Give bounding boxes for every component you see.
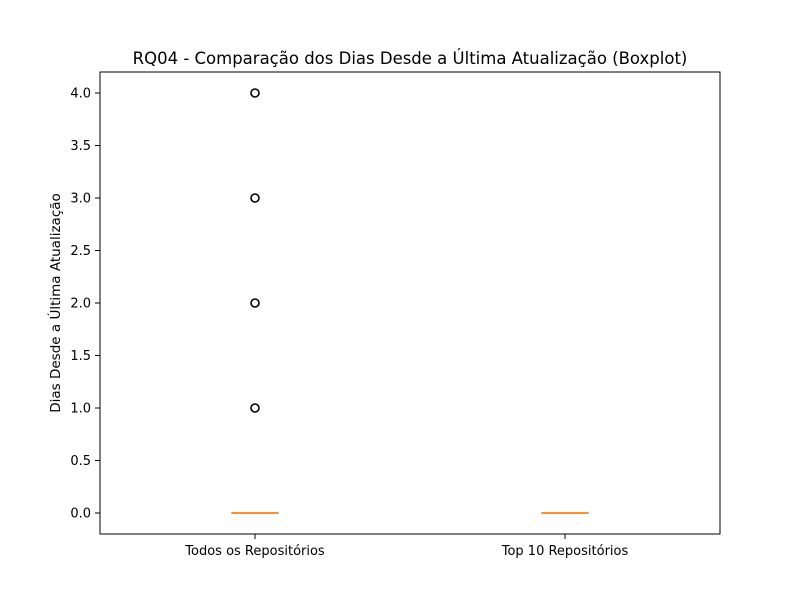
y-tick-label: 0.5 [70,454,91,469]
y-axis-ticks: 0.0 0.5 1.0 1.5 2.0 2.5 3.0 3.5 4.0 [70,87,100,522]
y-tick-label: 2.5 [70,244,91,259]
outlier-point [250,193,260,203]
outlier-point [250,88,260,98]
y-tick-label: 1.5 [70,349,91,364]
y-tick-label: 3.0 [70,192,91,207]
y-axis-label: Dias Desde a Última Atualização [46,193,64,413]
y-tick-label: 0.0 [70,507,91,522]
x-tick-label: Top 10 Repositórios [501,544,629,559]
y-tick-label: 2.0 [70,297,91,312]
chart-title: RQ04 - Comparação dos Dias Desde a Últim… [133,49,688,68]
y-tick-label: 3.5 [70,139,91,154]
y-tick-label: 4.0 [70,87,91,102]
y-tick-label: 1.0 [70,402,91,417]
x-tick-label: Todos os Repositórios [184,544,325,559]
boxes-layer [231,88,589,514]
outlier-point [250,403,260,413]
x-axis-ticks: Todos os Repositórios Top 10 Repositórios [184,534,628,559]
outlier-point [250,298,260,308]
box-group [231,88,279,514]
axes-frame [99,71,721,535]
